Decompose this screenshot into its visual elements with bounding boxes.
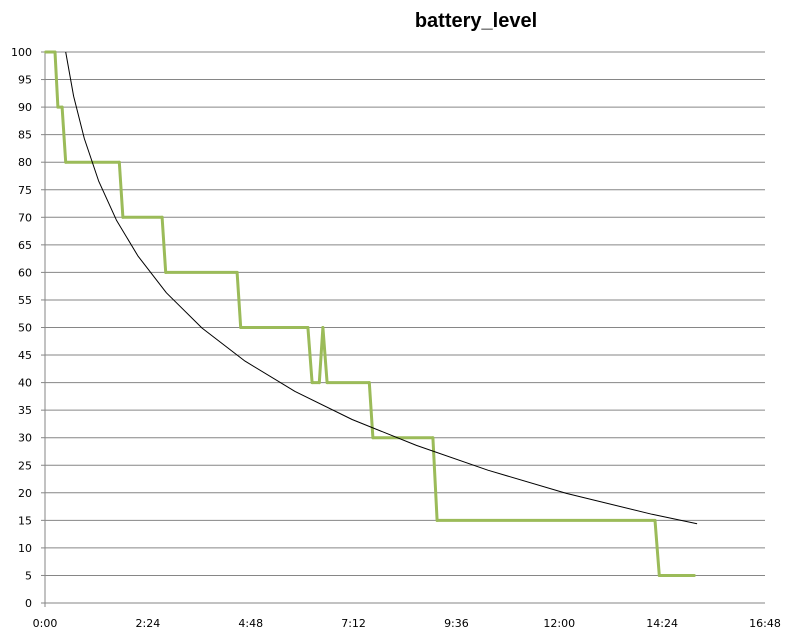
x-tick-label: 12:00 xyxy=(543,617,575,630)
y-tick-label: 15 xyxy=(18,514,32,527)
data-point xyxy=(367,381,371,385)
y-tick-label: 25 xyxy=(18,459,32,472)
y-tick-label: 100 xyxy=(11,46,32,59)
battery-level-line xyxy=(45,50,695,577)
data-point xyxy=(239,326,243,329)
y-tick-label: 35 xyxy=(18,404,32,417)
x-tick-label: 16:48 xyxy=(749,617,781,630)
data-point xyxy=(56,105,60,109)
data-point xyxy=(371,436,375,440)
data-point xyxy=(321,326,325,329)
data-point xyxy=(164,270,168,274)
data-point xyxy=(310,381,314,385)
chart-title: battery_level xyxy=(414,10,538,32)
data-point xyxy=(121,215,125,219)
data-point xyxy=(317,381,321,385)
y-tick-label: 10 xyxy=(18,542,32,555)
y-tick-label: 40 xyxy=(18,377,32,390)
y-tick-label: 50 xyxy=(18,322,32,335)
y-tick-label: 85 xyxy=(18,129,32,142)
data-point xyxy=(60,105,64,109)
y-tick-label: 45 xyxy=(18,349,32,362)
data-point xyxy=(325,381,329,385)
data-point xyxy=(431,436,435,440)
data-point xyxy=(435,518,439,522)
y-tick-label: 20 xyxy=(18,487,32,500)
data-point xyxy=(160,215,164,219)
x-tick-label: 7:12 xyxy=(341,617,366,630)
data-point xyxy=(657,573,661,577)
y-tick-label: 90 xyxy=(18,101,32,114)
data-point xyxy=(117,160,121,164)
x-tick-label: 2:24 xyxy=(136,617,161,630)
y-tick-label: 0 xyxy=(25,597,32,610)
x-tick-label: 4:48 xyxy=(238,617,263,630)
data-point xyxy=(44,50,48,54)
y-tick-label: 80 xyxy=(18,156,32,169)
x-tick-label: 0:00 xyxy=(33,617,58,630)
data-point xyxy=(692,573,696,577)
trendline xyxy=(65,51,698,525)
y-tick-label: 95 xyxy=(18,74,32,87)
y-tick-label: 65 xyxy=(18,239,32,252)
y-tick-label: 30 xyxy=(18,432,32,445)
y-tick-label: 55 xyxy=(18,294,32,307)
data-point xyxy=(235,270,239,274)
x-tick-label: 9:36 xyxy=(444,617,469,630)
y-tick-label: 60 xyxy=(18,266,32,279)
x-tick-label: 14:24 xyxy=(646,617,678,630)
data-point xyxy=(64,160,68,164)
y-tick-label: 70 xyxy=(18,211,32,224)
y-tick-label: 75 xyxy=(18,184,32,197)
data-point xyxy=(53,50,57,54)
y-tick-label: 5 xyxy=(25,569,32,582)
data-point xyxy=(653,518,657,522)
data-point xyxy=(306,326,310,329)
